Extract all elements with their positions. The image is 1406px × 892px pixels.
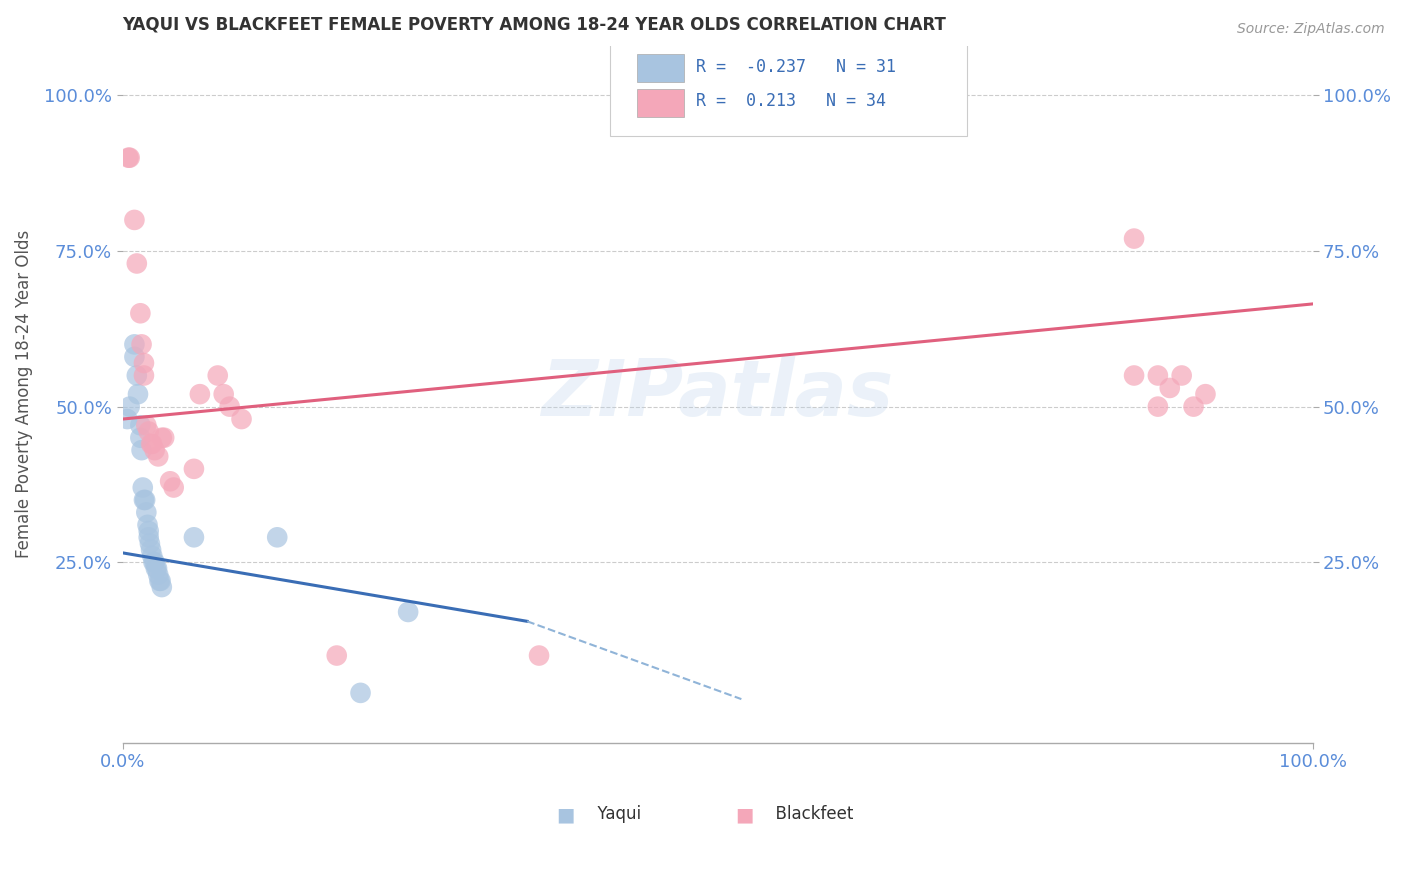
Point: [150, 431, 173, 445]
Text: Source: ZipAtlas.com: Source: ZipAtlas.com: [1237, 22, 1385, 37]
Point: [127, 387, 149, 401]
Point: [132, 356, 155, 370]
Point: [188, 387, 211, 401]
Point: [132, 492, 155, 507]
Text: YAQUI VS BLACKFEET FEMALE POVERTY AMONG 18-24 YEAR OLDS CORRELATION CHART: YAQUI VS BLACKFEET FEMALE POVERTY AMONG …: [122, 15, 946, 33]
Point: [1159, 381, 1181, 395]
Point: [231, 412, 253, 426]
Point: [1123, 368, 1146, 383]
Point: [118, 400, 141, 414]
Point: [1147, 368, 1170, 383]
Point: [146, 561, 169, 575]
Point: [117, 412, 139, 426]
Point: [141, 437, 163, 451]
FancyBboxPatch shape: [610, 32, 967, 136]
Point: [143, 555, 166, 569]
Text: R =  -0.237   N = 31: R = -0.237 N = 31: [696, 58, 896, 76]
Point: [136, 517, 159, 532]
Point: [149, 574, 172, 588]
Point: [141, 549, 163, 563]
Text: ZIPatlas: ZIPatlas: [541, 356, 894, 432]
Point: [135, 418, 157, 433]
Point: [396, 605, 419, 619]
Point: [183, 462, 205, 476]
Point: [139, 437, 162, 451]
Point: [117, 151, 139, 165]
Point: [207, 368, 229, 383]
Text: Blackfeet: Blackfeet: [765, 805, 853, 823]
Text: ■: ■: [735, 805, 754, 824]
Point: [129, 418, 152, 433]
Point: [132, 481, 155, 495]
Point: [150, 580, 173, 594]
Point: [1147, 400, 1170, 414]
Point: [266, 530, 288, 544]
Point: [1182, 400, 1205, 414]
Point: [124, 337, 146, 351]
Point: [129, 306, 152, 320]
Point: [142, 555, 165, 569]
Point: [1170, 368, 1192, 383]
Point: [139, 536, 162, 550]
Point: [148, 574, 170, 588]
Y-axis label: Female Poverty Among 18-24 Year Olds: Female Poverty Among 18-24 Year Olds: [15, 230, 32, 558]
FancyBboxPatch shape: [637, 54, 685, 82]
Point: [125, 256, 148, 270]
Point: [183, 530, 205, 544]
Point: [124, 213, 146, 227]
Point: [118, 151, 141, 165]
Point: [163, 481, 186, 495]
Point: [138, 425, 160, 439]
Point: [132, 368, 155, 383]
Point: [131, 337, 153, 351]
Text: ■: ■: [557, 805, 575, 824]
Point: [135, 505, 157, 519]
Point: [218, 400, 240, 414]
Point: [134, 492, 156, 507]
Point: [326, 648, 349, 663]
Point: [129, 431, 152, 445]
Point: [148, 450, 170, 464]
Point: [349, 686, 371, 700]
Point: [1123, 231, 1146, 245]
Text: R =  0.213   N = 34: R = 0.213 N = 34: [696, 93, 886, 111]
Point: [145, 561, 167, 575]
Point: [139, 542, 162, 557]
FancyBboxPatch shape: [637, 89, 685, 117]
Point: [138, 524, 160, 538]
Point: [124, 350, 146, 364]
Point: [527, 648, 550, 663]
Point: [143, 443, 166, 458]
Point: [212, 387, 235, 401]
Text: Yaqui: Yaqui: [586, 805, 641, 823]
Point: [125, 368, 148, 383]
Point: [148, 567, 170, 582]
Point: [1194, 387, 1216, 401]
Point: [153, 431, 176, 445]
Point: [138, 530, 160, 544]
Point: [131, 443, 153, 458]
Point: [159, 475, 181, 489]
